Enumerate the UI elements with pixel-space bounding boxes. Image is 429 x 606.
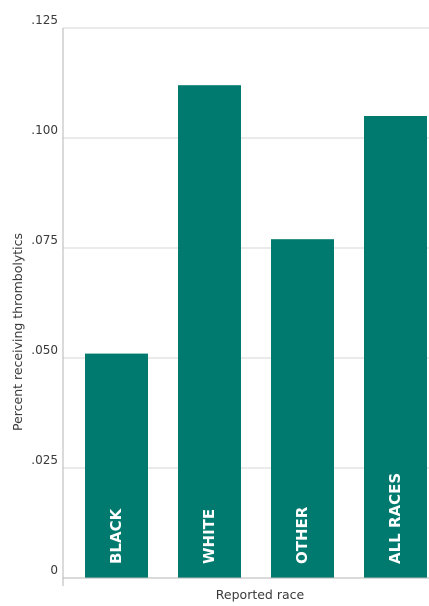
y-tick-label: 0 xyxy=(50,563,58,577)
y-axis-title: Percent receiving thrombolytics xyxy=(10,233,25,431)
y-tick-label: .075 xyxy=(31,233,58,247)
y-tick-label: .125 xyxy=(31,13,58,27)
bar-label: BLACK xyxy=(107,507,125,564)
x-axis-title: Reported race xyxy=(216,587,305,602)
bar-all-races xyxy=(364,116,427,578)
y-tick-label: .050 xyxy=(31,343,58,357)
bar-white xyxy=(178,85,241,578)
bar-black xyxy=(85,353,148,578)
y-tick-label: .025 xyxy=(31,453,58,467)
bar-labels: BLACK WHITE OTHER ALL RACES xyxy=(107,473,404,564)
y-tick-labels: 0 .025 .050 .075 .100 .125 xyxy=(31,13,58,577)
bar-label: WHITE xyxy=(200,509,218,564)
bars xyxy=(85,85,427,578)
y-tick-label: .100 xyxy=(31,123,58,137)
bar-label: OTHER xyxy=(293,506,311,564)
bar-label: ALL RACES xyxy=(386,473,404,564)
bar-other xyxy=(271,239,334,578)
